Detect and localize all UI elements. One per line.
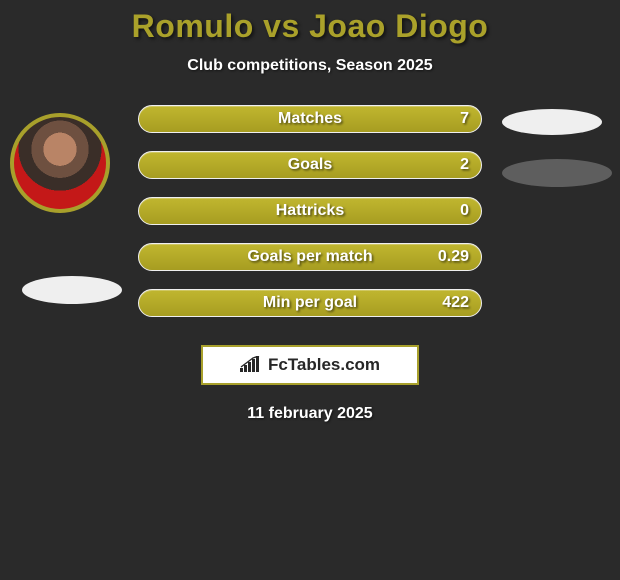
branding-text: FcTables.com (268, 355, 380, 375)
stat-value: 7 (460, 106, 469, 132)
player-name-oval-left (22, 276, 122, 304)
bar-chart-icon (240, 356, 262, 374)
stat-label: Hattricks (139, 198, 481, 224)
stat-label: Matches (139, 106, 481, 132)
stat-value: 0.29 (438, 244, 469, 270)
stat-bar: Matches 7 (138, 105, 482, 133)
stat-bar: Hattricks 0 (138, 197, 482, 225)
player-name-oval-right-2 (502, 159, 612, 187)
stat-bar: Goals per match 0.29 (138, 243, 482, 271)
player-avatar-left (10, 113, 110, 213)
branding-box[interactable]: FcTables.com (201, 345, 419, 385)
stat-label: Goals per match (139, 244, 481, 270)
page-title: Romulo vs Joao Diogo (0, 8, 620, 45)
stat-bars: Matches 7 Goals 2 Hattricks 0 Goals per … (138, 105, 482, 335)
stat-value: 2 (460, 152, 469, 178)
player-name-oval-right-1 (502, 109, 602, 135)
stat-label: Goals (139, 152, 481, 178)
stat-bar: Min per goal 422 (138, 289, 482, 317)
stat-value: 0 (460, 198, 469, 224)
stat-bar: Goals 2 (138, 151, 482, 179)
date-text: 11 february 2025 (0, 405, 620, 423)
subtitle: Club competitions, Season 2025 (0, 57, 620, 75)
comparison-card: Romulo vs Joao Diogo Club competitions, … (0, 0, 620, 580)
stat-label: Min per goal (139, 290, 481, 316)
stat-value: 422 (442, 290, 469, 316)
